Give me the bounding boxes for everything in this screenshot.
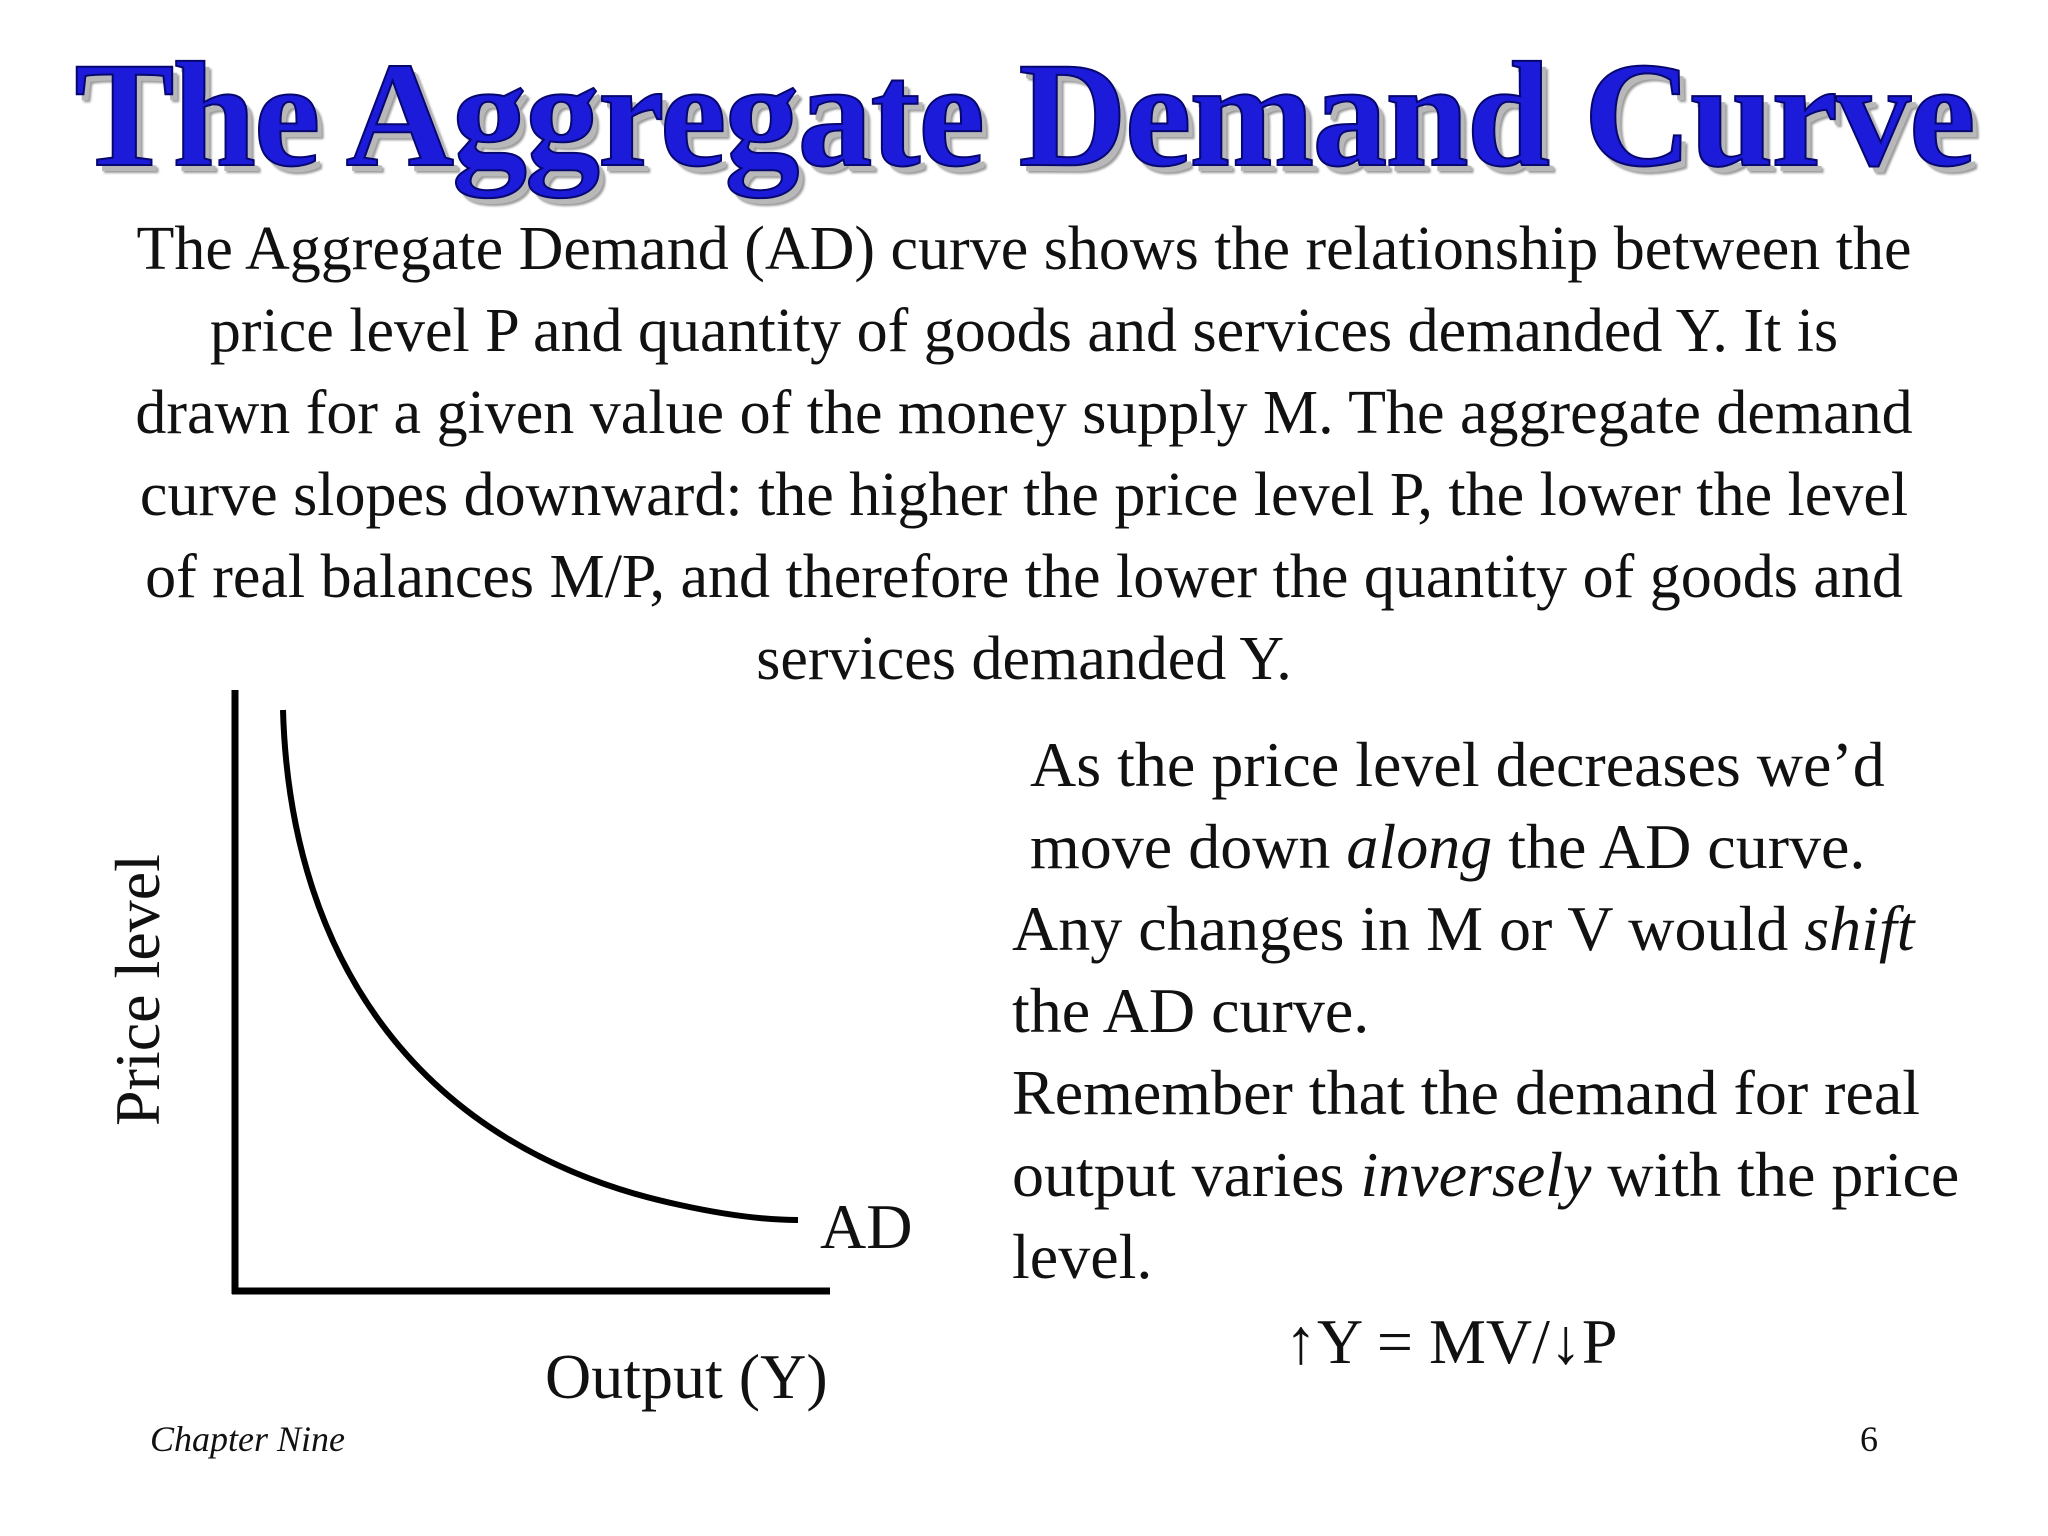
intro-line: price level P and quantity of goods and … — [209, 297, 1839, 365]
page-number: 6 — [1860, 1419, 1878, 1459]
explanation-line: As the price level decreases we’d — [1030, 729, 1885, 800]
intro-line: of real balances M/P, and therefore the … — [145, 543, 1903, 611]
text-run: move down — [1030, 811, 1347, 882]
slide-title: The Aggregate Demand Curve — [73, 31, 1976, 199]
explanation-line: the AD curve. — [1012, 975, 1370, 1046]
intro-line: The Aggregate Demand (AD) curve shows th… — [136, 215, 1912, 283]
footer-chapter: Chapter Nine — [150, 1419, 345, 1459]
emphasis-shift: shift — [1804, 893, 1915, 964]
explanation-line: move down along the AD curve. — [1030, 806, 1865, 888]
quantity-theory-equation: ↑Y = MV/↓P — [1285, 1306, 1618, 1377]
intro-line: drawn for a given value of the money sup… — [135, 379, 1913, 447]
text-run: with the price — [1591, 1139, 1960, 1210]
y-axis-label: Price level — [102, 854, 173, 1126]
explanation-line: Any changes in M or V would shift — [1012, 888, 1915, 970]
text-run: the AD curve. — [1492, 811, 1866, 882]
explanation-line: output varies inversely with the price — [1012, 1134, 1959, 1216]
ad-curve-label: AD — [820, 1191, 913, 1262]
explanation-line: Remember that the demand for real — [1012, 1057, 1921, 1128]
intro-line: services demanded Y. — [756, 625, 1292, 693]
intro-paragraph: The Aggregate Demand (AD) curve shows th… — [30, 208, 2018, 700]
text-run: output varies — [1012, 1139, 1361, 1210]
emphasis-inversely: inversely — [1360, 1139, 1592, 1210]
intro-line: curve slopes downward: the higher the pr… — [139, 461, 1909, 529]
emphasis-along: along — [1346, 811, 1493, 882]
ad-curve-line — [280, 709, 799, 1223]
explanation-line: level. — [1012, 1221, 1153, 1292]
text-run: Any changes in M or V would — [1012, 893, 1805, 964]
x-axis-label: Output (Y) — [545, 1341, 828, 1412]
